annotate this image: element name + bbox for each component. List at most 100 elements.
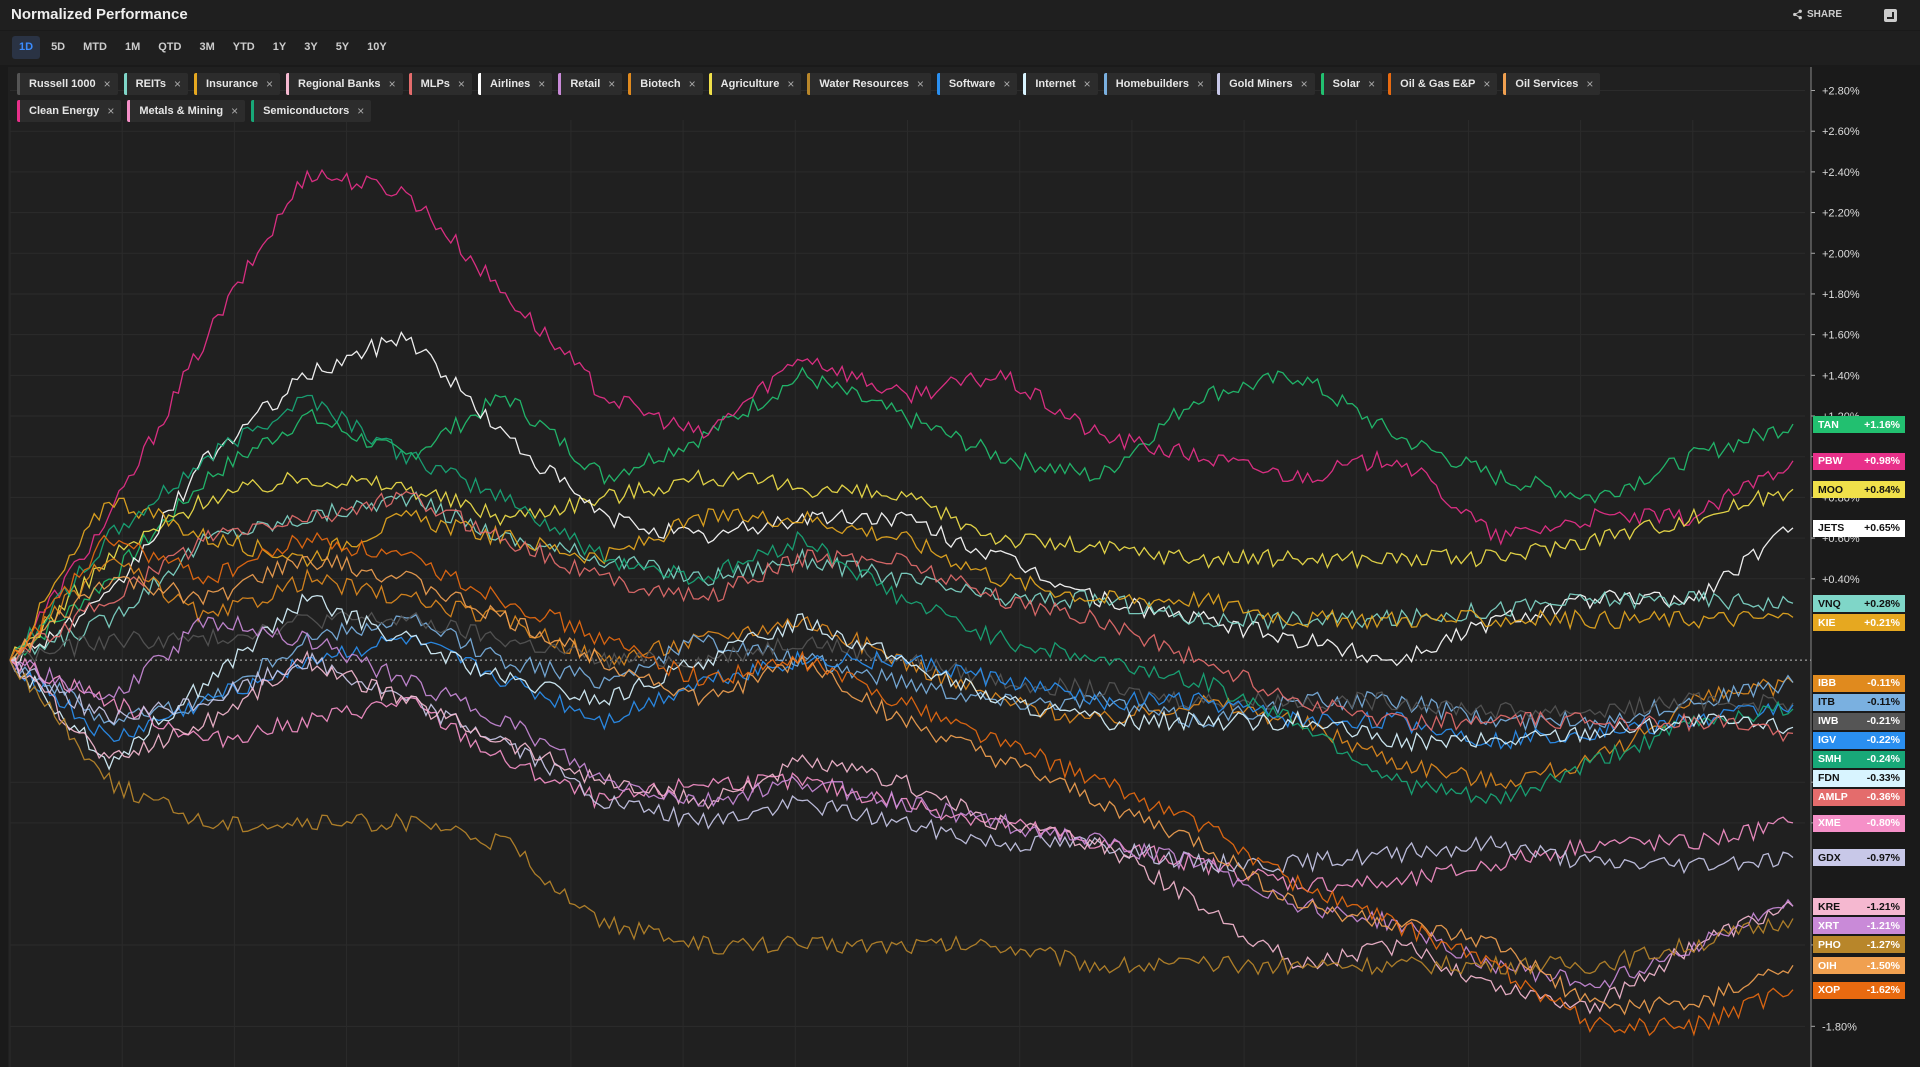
legend-chip[interactable]: Homebuilders × xyxy=(1103,73,1212,95)
legend-chip[interactable]: Gold Miners × xyxy=(1217,73,1315,95)
y-tick-label: +2.80% xyxy=(1822,86,1860,98)
range-button-1y[interactable]: 1Y xyxy=(272,41,287,53)
legend-chip[interactable]: Software × xyxy=(936,73,1018,95)
remove-icon[interactable]: × xyxy=(174,77,182,91)
remove-icon[interactable]: × xyxy=(1197,77,1205,91)
badge-ticker: PBW xyxy=(1818,455,1843,468)
remove-icon[interactable]: × xyxy=(231,104,239,118)
range-button-5d[interactable]: 5D xyxy=(51,41,66,53)
legend-chip-label: Metals & Mining xyxy=(139,105,224,117)
remove-icon[interactable]: × xyxy=(1083,77,1091,91)
legend-chip[interactable]: Internet × xyxy=(1023,73,1098,95)
badge-value: -0.36% xyxy=(1866,791,1900,803)
legend-chip[interactable]: Retail × xyxy=(558,73,623,95)
y-tick-label: +2.40% xyxy=(1822,167,1860,179)
remove-icon[interactable]: × xyxy=(1586,77,1594,91)
remove-icon[interactable]: × xyxy=(688,77,696,91)
remove-icon[interactable]: × xyxy=(107,104,115,118)
remove-icon[interactable]: × xyxy=(538,77,546,91)
value-badge-kre: KRE -1.21% xyxy=(1813,898,1905,916)
y-tick-label: -1.80% xyxy=(1822,1021,1857,1033)
remove-icon[interactable]: × xyxy=(103,77,111,91)
range-button-qtd[interactable]: QTD xyxy=(158,41,182,53)
y-tick-label: +0.40% xyxy=(1822,574,1860,586)
remove-icon[interactable]: × xyxy=(457,77,465,91)
badge-ticker: XME xyxy=(1818,817,1841,830)
series-line-smh xyxy=(9,394,1794,805)
y-tick-label: +2.20% xyxy=(1822,208,1860,220)
share-button[interactable]: SHARE xyxy=(1792,9,1842,20)
legend-chip[interactable]: Regional Banks × xyxy=(286,73,403,95)
value-badge-xme: XME -0.80% xyxy=(1813,814,1905,832)
legend-chip-label: Solar xyxy=(1332,78,1361,90)
series-line-pbw xyxy=(9,168,1794,661)
remove-icon[interactable]: × xyxy=(1483,77,1491,91)
badge-value: +0.65% xyxy=(1864,522,1900,535)
badge-value: -1.27% xyxy=(1866,938,1900,951)
badge-value: -0.33% xyxy=(1866,772,1900,784)
share-label: SHARE xyxy=(1806,9,1842,20)
legend-chip[interactable]: Water Resources × xyxy=(807,73,931,95)
remove-icon[interactable]: × xyxy=(357,104,365,118)
legend-chip[interactable]: Airlines × xyxy=(477,73,553,95)
range-button-1m[interactable]: 1M xyxy=(124,41,141,53)
series-line-amlp xyxy=(9,490,1794,743)
legend-chip[interactable]: Oil & Gas E&P × xyxy=(1388,73,1498,95)
value-badge-xrt: XRT -1.21% xyxy=(1813,917,1905,935)
legend-chip[interactable]: Semiconductors × xyxy=(251,100,372,122)
range-button-3y[interactable]: 3Y xyxy=(304,41,318,53)
legend-chip[interactable]: Russell 1000 × xyxy=(17,73,118,95)
badge-ticker: FDN xyxy=(1818,772,1840,784)
range-button-1d[interactable]: 1D xyxy=(12,36,41,59)
remove-icon[interactable]: × xyxy=(266,77,274,91)
series-line-jets xyxy=(9,331,1794,667)
badge-ticker: JETS xyxy=(1818,522,1845,535)
badge-ticker: MOO xyxy=(1818,483,1844,496)
legend-chip-label: REITs xyxy=(135,78,167,90)
legend-chip[interactable]: REITs × xyxy=(123,73,189,95)
legend-chip[interactable]: Insurance × xyxy=(194,73,281,95)
value-badge-fdn: FDN -0.33% xyxy=(1813,769,1905,787)
remove-icon[interactable]: × xyxy=(388,77,396,91)
badge-value: -1.50% xyxy=(1866,959,1900,972)
legend-chip[interactable]: Solar × xyxy=(1320,73,1383,95)
legend-chip[interactable]: Biotech × xyxy=(628,73,703,95)
range-button-mtd[interactable]: MTD xyxy=(83,41,107,53)
expand-icon[interactable] xyxy=(1884,9,1897,22)
badge-value: -0.97% xyxy=(1866,851,1900,864)
badge-ticker: KRE xyxy=(1818,900,1841,913)
value-badge-pho: PHO -1.27% xyxy=(1813,936,1905,954)
remove-icon[interactable]: × xyxy=(1003,77,1011,91)
legend-chip[interactable]: Agriculture × xyxy=(708,73,802,95)
series-line-moo xyxy=(9,469,1794,661)
legend-chip-label: Software xyxy=(948,78,996,90)
badge-value: -1.62% xyxy=(1866,984,1900,997)
legend-chip-label: Agriculture xyxy=(720,78,780,90)
badge-ticker: KIE xyxy=(1818,616,1836,629)
remove-icon[interactable]: × xyxy=(1368,77,1376,91)
range-button-10y[interactable]: 10Y xyxy=(367,41,387,53)
remove-icon[interactable]: × xyxy=(787,77,795,91)
badge-value: +0.84% xyxy=(1864,483,1900,496)
badge-value: +0.28% xyxy=(1864,597,1900,610)
badge-ticker: XRT xyxy=(1818,919,1839,932)
range-button-ytd[interactable]: YTD xyxy=(232,41,255,53)
legend-chip-label: Retail xyxy=(570,78,601,90)
legend-chip[interactable]: Clean Energy × xyxy=(17,100,122,122)
series-line-ibb xyxy=(9,557,1794,790)
legend-chip[interactable]: Metals & Mining × xyxy=(127,100,246,122)
remove-icon[interactable]: × xyxy=(608,77,616,91)
badge-ticker: IBB xyxy=(1818,677,1837,689)
series-line-vnq xyxy=(9,491,1794,661)
remove-icon[interactable]: × xyxy=(916,77,924,91)
value-badge-itb: ITB -0.11% xyxy=(1813,693,1905,711)
remove-icon[interactable]: × xyxy=(1300,77,1308,91)
range-button-5y[interactable]: 5Y xyxy=(335,41,350,53)
range-button-3m[interactable]: 3M xyxy=(199,41,215,53)
legend-chip[interactable]: Oil Services × xyxy=(1503,73,1601,95)
value-badge-kie: KIE +0.21% xyxy=(1813,614,1905,632)
badge-value: -0.21% xyxy=(1866,715,1900,727)
y-tick-label: +1.80% xyxy=(1822,289,1860,301)
legend-chip[interactable]: MLPs × xyxy=(408,73,472,95)
